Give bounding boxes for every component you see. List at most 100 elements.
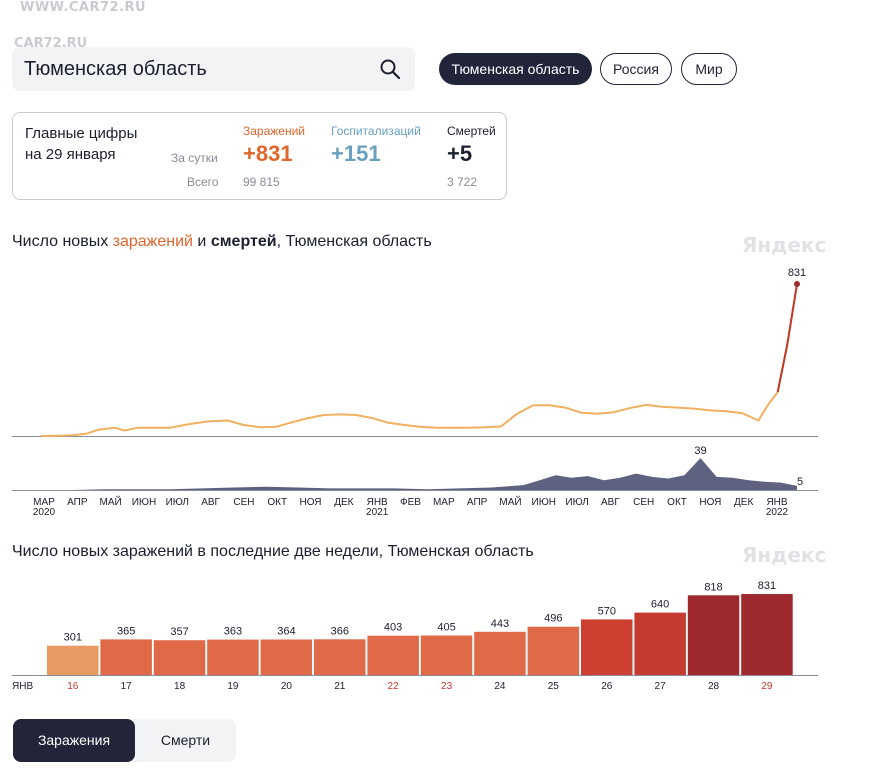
- chart1-x-tick: ИЮЛ: [565, 497, 588, 508]
- chart2-bar: [47, 645, 99, 675]
- row-label-total: Всего: [187, 175, 219, 189]
- chart1-peak-point: [794, 281, 800, 287]
- chart2-x-tick: 29: [761, 681, 773, 692]
- chart1-x-tick: НОЯ: [300, 497, 322, 508]
- chart2-x-tick: 26: [601, 681, 613, 692]
- chart1-annotation-1: 39: [694, 445, 706, 457]
- chart2-x-tick: 20: [281, 681, 293, 692]
- chart2-x-tick: 27: [655, 681, 667, 692]
- chart2-bar-value: 570: [598, 605, 616, 617]
- chart2-x-tick: 16: [67, 681, 79, 692]
- chart2-bar-value: 363: [224, 626, 242, 638]
- chart1-x-tick: ФЕВ: [400, 497, 421, 508]
- chart1-x-tick: ЯНВ: [766, 497, 787, 508]
- chart2-bar-value: 818: [704, 581, 722, 593]
- chart2-bar-value: 403: [384, 622, 402, 634]
- chart1-infections-deaths: 831 39 5 МАР АПР МАЙ ИЮН ИЮЛ АВГ СЕН ОКТ НОЯ ДЕК ЯНВ Ф…: [12, 267, 818, 518]
- chart1-title-deaths: смертей: [210, 233, 277, 250]
- chart2-title: Число новых заражений в последние две не…: [12, 543, 534, 560]
- chart1-x-tick: ДЕК: [734, 497, 753, 508]
- chart1-title-part1: Число новых: [12, 233, 113, 250]
- infections-day-value: +831: [243, 141, 293, 166]
- chart1-x-tick-year: 2021: [366, 507, 389, 518]
- chart1-x-tick: АПР: [467, 497, 488, 508]
- chart2-x-month-label: ЯНВ: [12, 681, 33, 692]
- tab-tyumen-region[interactable]: Тюменская область: [439, 53, 592, 85]
- chart2-bar: [207, 639, 259, 675]
- chart2-bar-value: 640: [651, 599, 669, 611]
- chart2-x-tick: 25: [548, 681, 560, 692]
- chart1-x-tick-year: 2022: [766, 507, 789, 518]
- chart2-bar: [260, 639, 313, 675]
- chart1-x-tick: АВГ: [601, 497, 620, 508]
- chart1-x-tick: МАЙ: [100, 495, 122, 508]
- chart2-bar-value: 364: [277, 626, 295, 638]
- chart2-bar-value: 496: [544, 613, 562, 625]
- chart2-bar-value: 301: [64, 632, 82, 644]
- chart2-bar: [741, 594, 793, 675]
- chart1-infections-line: [40, 283, 798, 437]
- chart2-bar-value: 831: [758, 580, 776, 592]
- chart1-x-tick: АВГ: [201, 497, 220, 508]
- chart1-x-tick: СЕН: [233, 497, 254, 508]
- search-input[interactable]: [24, 47, 364, 91]
- chart1-x-tick: ИЮЛ: [166, 497, 189, 508]
- chart2-bar-value: 443: [491, 618, 509, 630]
- chart2-bar-value: 405: [437, 622, 455, 634]
- deaths-day-value: +5: [447, 141, 473, 166]
- chart2-x-tick: 21: [334, 681, 346, 692]
- yandex-logo-chart2: Яндекс: [742, 543, 827, 567]
- chart2-x-tick: 23: [441, 681, 453, 692]
- chart1-title: Число новых заражений и смертей, Тюменск…: [12, 233, 432, 251]
- chart2-x-tick: 28: [708, 681, 720, 692]
- chart2-x-tick: 24: [494, 681, 506, 692]
- chart2-bar-value: 365: [117, 625, 135, 637]
- deaths-label: Смертей: [447, 124, 496, 138]
- tab-infections[interactable]: Заражения: [13, 719, 135, 762]
- chart2-bar: [314, 639, 366, 675]
- deaths-total-value: 3 722: [447, 175, 478, 189]
- tab-russia[interactable]: Россия: [600, 53, 672, 85]
- chart2-bar: [367, 635, 419, 675]
- chart1-x-tick: МАР: [433, 497, 455, 508]
- chart2-bar-value: 357: [170, 626, 188, 638]
- chart1-title-part3: и: [192, 233, 211, 250]
- infections-total-value: 99 815: [243, 175, 280, 189]
- chart1-deaths-area: [41, 458, 797, 490]
- chart1-x-tick-year: 2020: [33, 507, 56, 518]
- chart2-bar: [420, 635, 473, 675]
- chart1-x-tick: ОКТ: [667, 497, 687, 508]
- chart2-bar: [474, 631, 526, 675]
- chart1-annotation-0: 831: [788, 267, 806, 279]
- chart2-x-tick: 22: [388, 681, 400, 692]
- search-icon[interactable]: [379, 58, 401, 80]
- hospitalizations-label: Госпитализаций: [331, 124, 421, 138]
- chart1-x-tick: МАР: [33, 497, 55, 508]
- chart1-title-part5: , Тюменская область: [276, 233, 432, 250]
- chart2-bar: [153, 640, 206, 675]
- chart1-x-tick: НОЯ: [699, 497, 721, 508]
- chart1-infections-latest-segment: [776, 283, 798, 393]
- chart2-x-tick: 19: [227, 681, 239, 692]
- tab-world[interactable]: Мир: [681, 53, 737, 85]
- chart1-x-tick: ЯНВ: [367, 497, 388, 508]
- chart1-x-tick: ИЮН: [132, 497, 157, 508]
- chart1-x-tick: ИЮН: [532, 497, 557, 508]
- summary-heading-line1: Главные цифры: [25, 125, 138, 142]
- watermark-top: WWW.CAR72.RU: [20, 0, 147, 15]
- chart1-x-tick: АПР: [67, 497, 88, 508]
- chart2-bar: [581, 619, 633, 675]
- chart2-bar: [527, 626, 580, 675]
- bottom-tab-bar: Заражения Смерти: [13, 719, 236, 762]
- row-label-day: За сутки: [171, 151, 218, 165]
- chart2-bar: [687, 595, 740, 675]
- chart2-bar: [100, 639, 152, 675]
- chart2-bar: [634, 612, 686, 675]
- search-box: [12, 47, 415, 91]
- tab-deaths[interactable]: Смерти: [160, 732, 211, 748]
- chart2-bar-value: 366: [331, 625, 349, 637]
- chart2-x-tick: 18: [174, 681, 186, 692]
- yandex-logo-chart1: Яндекс: [742, 233, 827, 257]
- hospitalizations-day-value: +151: [331, 141, 381, 166]
- chart1-x-tick: ОКТ: [267, 497, 287, 508]
